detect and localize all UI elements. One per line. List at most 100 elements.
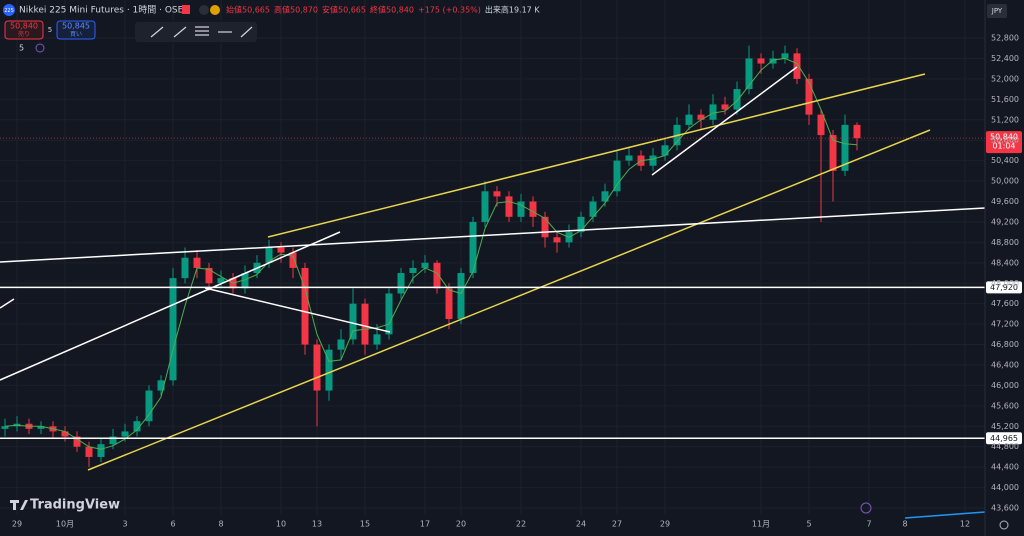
y-tick-label: 47,200: [991, 320, 1019, 329]
candle-body: [193, 257, 201, 268]
x-tick-label: 29: [12, 520, 22, 529]
brand-logo: [10, 500, 28, 510]
replay-icon[interactable]: [860, 502, 872, 514]
symbol-icon: [3, 4, 15, 16]
x-tick-label: 8: [902, 520, 907, 529]
trend-line: [651, 66, 798, 176]
x-tick-label: 5: [806, 520, 811, 529]
level-label: 44,965: [990, 434, 1018, 443]
x-tick-label: 10月: [56, 520, 74, 529]
candle-body: [841, 124, 849, 171]
level-label: 47,920: [990, 283, 1018, 292]
y-tick-label: 46,000: [991, 381, 1019, 390]
currency: JPY: [991, 7, 1003, 15]
candle-body: [37, 426, 45, 429]
candle-body: [817, 114, 825, 136]
x-tick-label: 10: [276, 520, 286, 529]
candle-body: [289, 252, 297, 268]
candle-body: [445, 288, 453, 320]
candle-body: [493, 191, 501, 197]
candle-body: [133, 421, 141, 432]
y-tick-label: 51,200: [991, 115, 1019, 124]
x-tick-label: 22: [516, 520, 526, 529]
level-tag: [986, 432, 1022, 445]
tool-icon[interactable]: [240, 26, 253, 38]
candle-body: [157, 380, 165, 391]
trend-line: [0, 207, 986, 263]
y-tick-label: 48,400: [991, 258, 1019, 267]
candle-body: [589, 201, 597, 217]
indicator-count: 5: [19, 44, 24, 53]
candle-body: [169, 278, 177, 381]
candle-body: [265, 247, 273, 263]
trend-line: [204, 287, 391, 333]
moving-average: [4, 57, 858, 450]
candle-body: [469, 221, 477, 274]
buy-label: 買い: [70, 31, 82, 38]
sell-price: 50,840: [10, 22, 38, 31]
y-tick-label: 44,400: [991, 463, 1019, 472]
candle-body: [1, 426, 9, 429]
candle-body: [421, 262, 429, 268]
tool-icon[interactable]: [150, 26, 164, 38]
sell-label: 売り: [18, 30, 30, 38]
tool-icon[interactable]: [195, 26, 209, 36]
candle-body: [301, 267, 309, 345]
last-price-label: 50,840: [990, 133, 1018, 142]
candle-body: [505, 196, 513, 217]
x-tick-label: 8: [218, 520, 223, 529]
candle-body: [781, 53, 789, 59]
candle-body: [145, 390, 153, 422]
drawing-toolbar: [135, 22, 257, 42]
candle-body: [481, 191, 489, 222]
y-tick-label: 44,800: [991, 442, 1019, 451]
candle-body: [121, 431, 129, 437]
toolbar-icons: [150, 26, 253, 38]
y-tick-label: 48,800: [991, 238, 1019, 247]
candle-body: [553, 237, 561, 243]
sell-button[interactable]: [4, 20, 44, 40]
y-tick-label: 47,600: [991, 299, 1019, 308]
candle-body: [361, 303, 369, 345]
currency-box[interactable]: [987, 4, 1007, 18]
legend-value: +175 (+0.35%): [418, 6, 481, 15]
x-tick-label: 11月: [752, 520, 770, 529]
candle-body: [661, 145, 669, 156]
y-tick-label: 43,600: [991, 504, 1019, 513]
status-icon: [199, 5, 209, 15]
legend-value: 終値50,840: [370, 5, 414, 15]
candle-body: [529, 201, 537, 217]
candle-body: [685, 114, 693, 125]
x-tick-label: 3: [122, 520, 127, 529]
candle-body: [109, 436, 117, 445]
trend-line: [0, 231, 341, 381]
candle-body: [97, 444, 105, 457]
y-tick-label: 48,000: [991, 279, 1019, 288]
candle-body: [61, 431, 69, 437]
tool-icon[interactable]: [173, 26, 187, 38]
candle-body: [625, 155, 633, 161]
candle-body: [433, 262, 441, 289]
y-tick-label: 51,600: [991, 95, 1019, 104]
candle-body: [397, 273, 405, 294]
settings-icon[interactable]: [999, 520, 1009, 530]
candle-body: [181, 257, 189, 279]
legend-value: 安値50,665: [322, 5, 366, 15]
title: Nikkei 225 Mini Futures · 1時間 · OSE: [19, 5, 184, 16]
candle-body: [325, 349, 333, 391]
x-tick-label: 7: [866, 520, 871, 529]
trend-line: [267, 73, 926, 238]
y-tick-label: 45,200: [991, 422, 1019, 431]
y-tick-label: 52,800: [991, 34, 1019, 43]
indicator-icon[interactable]: [35, 43, 45, 53]
candle-body: [241, 273, 249, 289]
x-tick-label: 13: [312, 520, 322, 529]
x-tick-label: 6: [170, 520, 175, 529]
candle-body: [373, 334, 381, 345]
candle-body: [73, 436, 81, 447]
candle-body: [805, 78, 813, 115]
buy-button[interactable]: [56, 20, 96, 40]
